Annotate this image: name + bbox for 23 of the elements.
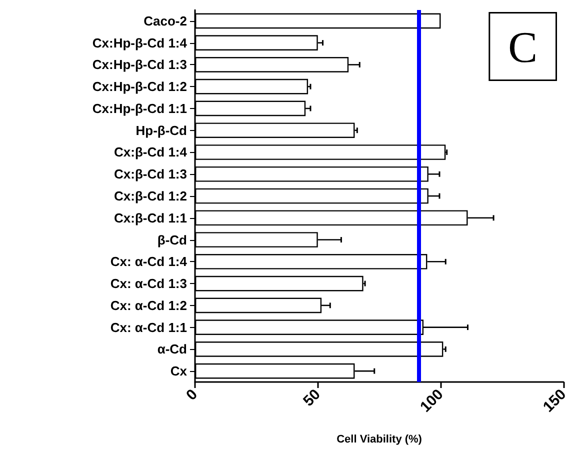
x-tick-label: 50 [300, 386, 324, 410]
y-tick-label: β-Cd [157, 232, 188, 248]
y-tick-label: Cx:β-Cd 1:1 [114, 210, 187, 226]
y-tick-label: Hp-β-Cd [136, 122, 188, 138]
x-tick-label: 0 [183, 386, 202, 404]
y-tick-label: Caco-2 [144, 13, 187, 28]
y-tick-label: Cx: α-Cd 1:4 [110, 254, 188, 270]
y-tick-label: Cx:β-Cd 1:4 [114, 144, 188, 160]
y-tick-label: α-Cd [157, 342, 188, 357]
y-tick-label: Cx: α-Cd 1:1 [110, 320, 187, 335]
x-tick-label: 150 [540, 386, 570, 416]
y-tick-label: Cx [170, 364, 188, 379]
y-tick-label: Cx:β-Cd 1:2 [114, 188, 187, 204]
y-tick-label: Cx:Hp-β-Cd 1:4 [92, 35, 188, 50]
y-tick-label: Cx:Hp-β-Cd 1:1 [92, 100, 187, 116]
y-tick-label: Cx:Hp-β-Cd 1:2 [92, 79, 187, 94]
y-tick-label: Cx: α-Cd 1:3 [110, 276, 187, 292]
x-tick-label: 100 [417, 386, 447, 416]
annotation: C [508, 23, 538, 72]
x-axis-title: Cell Viability (%) [336, 434, 422, 446]
y-tick-label: Cx:β-Cd 1:3 [114, 166, 187, 182]
y-tick-label: Cx: α-Cd 1:2 [110, 298, 187, 313]
y-tick-label: Cx:Hp-β-Cd 1:3 [92, 57, 187, 72]
